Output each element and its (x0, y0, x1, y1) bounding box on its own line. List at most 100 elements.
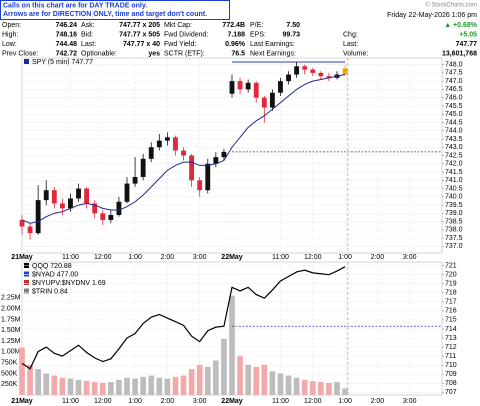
y-tick-label: 718 (445, 290, 457, 297)
y-tick-label: 744.0 (445, 128, 463, 135)
quote-label: EPS: (250, 31, 266, 38)
quote-date: Friday 22-May-2026 1:06 pm (387, 12, 477, 19)
y-tick-label: 740.0 (445, 194, 463, 201)
candle-body (124, 183, 130, 202)
candle-body (269, 92, 275, 108)
candle-body (140, 158, 146, 177)
y-tick-label: 748.0 (445, 61, 463, 68)
y2-tick-label: 500K (1, 370, 18, 377)
x-tick-label: 12:00 (304, 398, 322, 405)
volume-bar (309, 381, 316, 395)
candle-body (76, 188, 81, 199)
x-tick-label: 22May (221, 398, 243, 405)
y-tick-label: 738.5 (445, 218, 463, 225)
candle-body (92, 203, 98, 214)
x-tick-label: 12:00 (94, 254, 112, 261)
candle-body (286, 74, 291, 82)
legend-entry: $NYAD 477.00 (32, 271, 78, 278)
candle-body (302, 66, 308, 70)
x-tick-label: 2:00 (161, 254, 175, 261)
volume-bar (237, 356, 243, 395)
x-tick-label: 3:00 (193, 398, 207, 405)
volume-bar (124, 377, 130, 395)
volume-bar (342, 388, 348, 395)
x-tick-label: 11:00 (272, 254, 289, 261)
candle-body (318, 72, 324, 77)
quote-label: SCTR (ETF): (164, 50, 205, 57)
x-tick-label: 1:00 (338, 398, 352, 405)
candle-body (19, 219, 25, 227)
y-tick-label: 719 (445, 281, 457, 288)
volume-bar (221, 338, 227, 395)
x-tick-label: 11:00 (272, 398, 289, 405)
x-tick-label: 11:00 (62, 398, 79, 405)
quote-label: Chg: (343, 31, 358, 38)
y-tick-label: 744.5 (445, 119, 463, 126)
y-tick-label: 709 (445, 371, 457, 378)
quote-value: 7.188 (227, 31, 245, 38)
candle-body (278, 81, 283, 93)
candle-body (43, 190, 49, 201)
y2-tick-label: 2.25M (1, 295, 21, 302)
quote-value: ▲ +0.68% (444, 22, 478, 29)
legend-icon (24, 280, 29, 285)
y-tick-label: 721 (445, 262, 457, 269)
quote-value: +5.05 (459, 31, 477, 38)
volume-bar (19, 347, 25, 395)
x-tick-label: 2:00 (371, 254, 385, 261)
x-tick-label: 1:00 (128, 254, 142, 261)
quote-value: 748.16 (56, 31, 78, 38)
y-tick-label: 743.5 (445, 136, 463, 143)
candle-body (59, 203, 65, 209)
y-tick-label: 739.5 (445, 202, 463, 209)
volume-bar (116, 379, 122, 395)
legend-entry: $TRIN 0.84 (32, 288, 68, 295)
quote-label: Low: (2, 41, 17, 48)
quote-value: 747.77 x 40 (123, 41, 160, 48)
quote-value: yes (148, 50, 160, 57)
x-tick-label: 1:00 (338, 254, 352, 261)
volume-bar (277, 373, 284, 395)
price-line (21, 266, 346, 370)
candle-body (197, 180, 203, 191)
y-tick-label: 712 (445, 344, 457, 351)
volume-bar (245, 364, 251, 395)
candle-body (342, 68, 348, 75)
x-tick-label: 12:00 (94, 398, 112, 405)
quote-label: P/E: (250, 22, 263, 29)
x-tick-label: 3:00 (193, 254, 207, 261)
notice-line: Arrows are for DIRECTION ONLY, time and … (3, 11, 207, 18)
candle-body (132, 176, 138, 184)
volume-bar (326, 382, 332, 395)
y-tick-label: 711 (445, 353, 456, 360)
candle-body (221, 151, 227, 158)
y2-tick-label: 1.00M (1, 349, 21, 356)
quote-label: Open: (2, 22, 21, 29)
candle-body (237, 81, 243, 90)
volume-bar (285, 375, 292, 395)
legend-icon (24, 59, 29, 64)
legend-entry: SPY (5 min) 747.77 (32, 59, 93, 66)
x-tick-label: 12:00 (304, 254, 322, 261)
y-tick-label: 743.0 (445, 144, 463, 151)
candle-body (164, 137, 170, 141)
legend-icon (24, 271, 29, 277)
quote-label: Ask: (81, 22, 95, 29)
x-tick-label: 2:00 (161, 398, 175, 405)
x-tick-label: 2:00 (371, 398, 385, 405)
y2-tick-label: 1.75M (1, 316, 21, 323)
volume-bar (132, 378, 138, 395)
candle-body (173, 137, 178, 151)
y-tick-label: 742.0 (445, 161, 463, 168)
candle-body (245, 82, 251, 90)
volume-bar (67, 378, 74, 395)
candle-body (116, 201, 122, 215)
volume-bar (204, 366, 211, 395)
volume-bar (140, 376, 146, 395)
candle-body (261, 97, 267, 108)
volume-bar (35, 369, 41, 395)
quote-value: 742.72 (56, 50, 78, 57)
volume-bar (229, 295, 235, 395)
